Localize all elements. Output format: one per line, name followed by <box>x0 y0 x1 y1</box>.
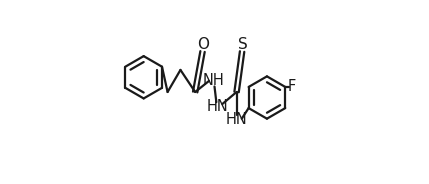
Text: NH: NH <box>203 73 224 89</box>
Text: HN: HN <box>226 112 248 127</box>
Text: O: O <box>197 37 209 52</box>
Text: S: S <box>238 37 248 52</box>
Text: F: F <box>287 79 296 94</box>
Text: HN: HN <box>206 99 228 114</box>
